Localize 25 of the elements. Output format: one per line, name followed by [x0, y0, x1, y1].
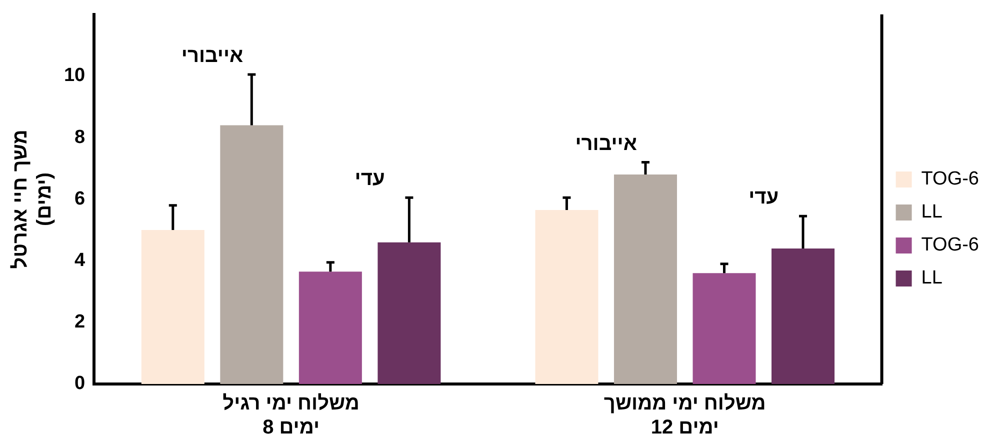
annotation: עדי: [354, 168, 385, 190]
annotation: אייבורי: [181, 44, 244, 67]
y-tick-label: 4: [74, 250, 86, 272]
y-tick-label: 0: [74, 373, 86, 394]
y-tick-label: 8: [74, 126, 86, 148]
legend-label: TOG-6: [921, 234, 980, 256]
bar: [141, 230, 204, 384]
annotation: עדי: [748, 186, 779, 209]
bar: [535, 210, 598, 384]
y-tick-label: 2: [74, 312, 86, 333]
bar: [378, 242, 441, 384]
y-tick-label: 6: [74, 188, 86, 210]
x-tick-label: משלוח ימי רגיל 8 ימים: [222, 392, 360, 439]
y-axis-title: משך חיי אגרטל (ימים): [10, 130, 56, 269]
annotation: אייבורי: [575, 132, 638, 155]
legend-label: LL: [921, 202, 942, 223]
legend-label: LL: [921, 268, 942, 289]
bar: [772, 248, 835, 384]
bar: [614, 174, 677, 384]
bar: [220, 125, 284, 384]
legend-label: TOG-6: [921, 168, 980, 190]
bar: [298, 272, 362, 384]
x-tick-label: משלוח ימי ממושך 12 ימים: [604, 392, 766, 439]
bar: [692, 273, 756, 384]
y-tick-label: 10: [64, 65, 86, 86]
